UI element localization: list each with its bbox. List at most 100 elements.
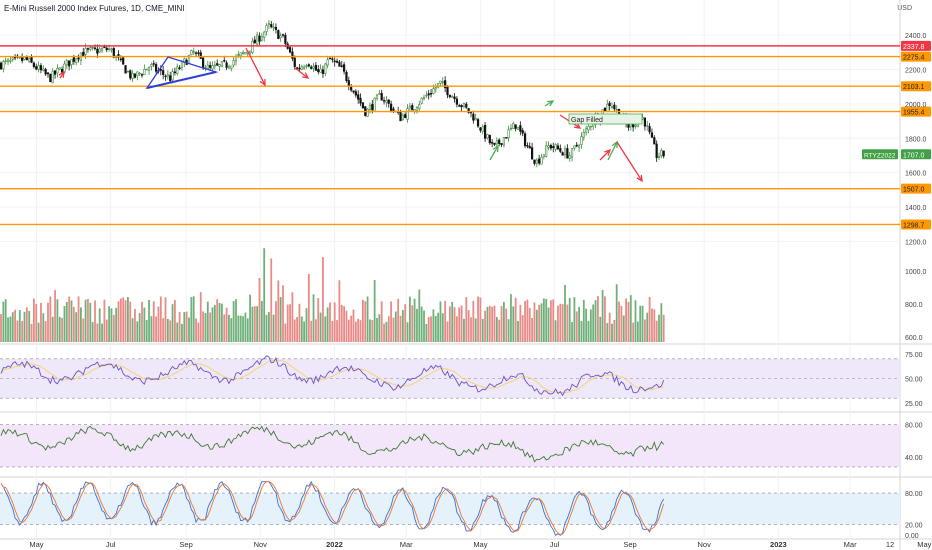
volume-bar — [40, 302, 42, 342]
volume-bar — [268, 312, 270, 342]
volume-bar — [63, 306, 66, 342]
volume-bar — [303, 321, 306, 342]
candle-body — [507, 129, 510, 138]
candle-body — [366, 108, 369, 117]
candle-body — [589, 125, 592, 128]
volume-bar — [108, 306, 110, 342]
volume-bar — [258, 278, 261, 342]
horizontal-levels[interactable]: 2337.8 2275.4 2103.1 1955.4 1507.0 1298.7 1707… — [0, 40, 931, 230]
volume-bar — [21, 320, 24, 342]
up-arrow-head — [546, 100, 555, 107]
x-tick-label: May — [473, 540, 487, 549]
volume-bar — [188, 317, 190, 342]
candle-body — [401, 114, 404, 121]
volume-bar — [35, 303, 38, 342]
volume-bar — [284, 323, 287, 342]
volume-bar — [627, 302, 630, 342]
volume-bar — [611, 323, 613, 342]
trend-drawings[interactable]: Gap Filled — [58, 47, 643, 183]
candle-body — [326, 59, 329, 66]
candle-body — [18, 56, 21, 59]
triangle-drawing[interactable] — [145, 56, 219, 90]
candle-body — [60, 69, 64, 73]
candle-body — [122, 57, 125, 65]
candle-body — [404, 114, 407, 118]
candle-body — [455, 98, 459, 105]
gap-filled-box[interactable] — [568, 113, 643, 125]
volume-bar — [322, 257, 324, 342]
x-tick-label: 12 — [886, 540, 894, 549]
candle-body — [516, 126, 520, 130]
up-arrow[interactable] — [599, 149, 611, 161]
x-tick-label: 2023 — [770, 540, 787, 549]
volume-bar — [204, 312, 207, 342]
volume-bar — [345, 310, 348, 342]
volume-bar — [329, 302, 331, 342]
candle-body — [368, 105, 372, 111]
volume-bar — [641, 305, 644, 342]
candle-body — [279, 35, 282, 38]
down-arrow[interactable] — [294, 67, 309, 79]
volume-bar — [171, 304, 174, 342]
down-arrow[interactable] — [245, 47, 266, 86]
volume-bar — [270, 258, 273, 342]
down-arrow-head — [573, 122, 582, 129]
volume-bar — [199, 292, 202, 342]
volume-bar — [293, 319, 296, 342]
volume-bar — [54, 290, 56, 342]
volume-bar — [336, 320, 338, 342]
volume-bar — [505, 308, 508, 342]
volume-bar — [582, 299, 585, 342]
up-arrow[interactable] — [489, 145, 499, 161]
candle-body — [523, 133, 527, 147]
candle-body — [298, 67, 301, 70]
volume-bar — [622, 315, 625, 342]
volume-bar — [418, 289, 421, 342]
volume-bar — [138, 313, 141, 342]
volume-bar — [545, 298, 548, 342]
candle-body — [197, 52, 200, 54]
volume-bar — [155, 316, 157, 342]
volume-bar — [103, 299, 106, 342]
volume-bar — [122, 297, 125, 342]
candle-body — [209, 65, 212, 68]
candle-body — [82, 51, 85, 56]
volume-bar — [550, 300, 552, 342]
candle-body — [6, 59, 10, 63]
volume-bar — [575, 311, 578, 342]
volume-bar — [159, 296, 162, 342]
volume-bar — [56, 299, 59, 342]
candle-body — [321, 69, 325, 74]
volume-bar — [209, 312, 212, 342]
price-tick-label: 1600.0 — [905, 171, 927, 178]
candle-body — [211, 65, 214, 70]
volume-bar — [589, 309, 592, 342]
x-tick-label: Jul — [106, 540, 116, 549]
price-tick-label: 1400.0 — [905, 205, 927, 212]
volume-bar — [369, 319, 371, 342]
candle-body — [587, 125, 590, 131]
candle-body — [389, 103, 393, 111]
up-arrow[interactable] — [607, 141, 618, 161]
candle-body — [350, 86, 353, 91]
candle-body — [418, 104, 421, 109]
volume-bar — [491, 306, 494, 342]
candle-body — [500, 143, 503, 145]
candle-body — [28, 57, 31, 62]
candle-body — [392, 108, 395, 111]
volume-bar — [387, 316, 390, 342]
candle-body — [533, 159, 536, 164]
level-price-tag — [901, 51, 931, 62]
up-arrow[interactable] — [544, 100, 554, 107]
volume-bar — [479, 297, 482, 342]
last-price-label: 1707.0 — [903, 152, 925, 159]
volume-bar — [493, 305, 496, 342]
candle-body — [100, 48, 104, 51]
volume-bar — [587, 320, 590, 342]
down-arrow[interactable] — [616, 141, 643, 182]
candle-body — [660, 150, 663, 157]
candle-body — [317, 69, 320, 73]
volume-bar — [566, 304, 569, 342]
